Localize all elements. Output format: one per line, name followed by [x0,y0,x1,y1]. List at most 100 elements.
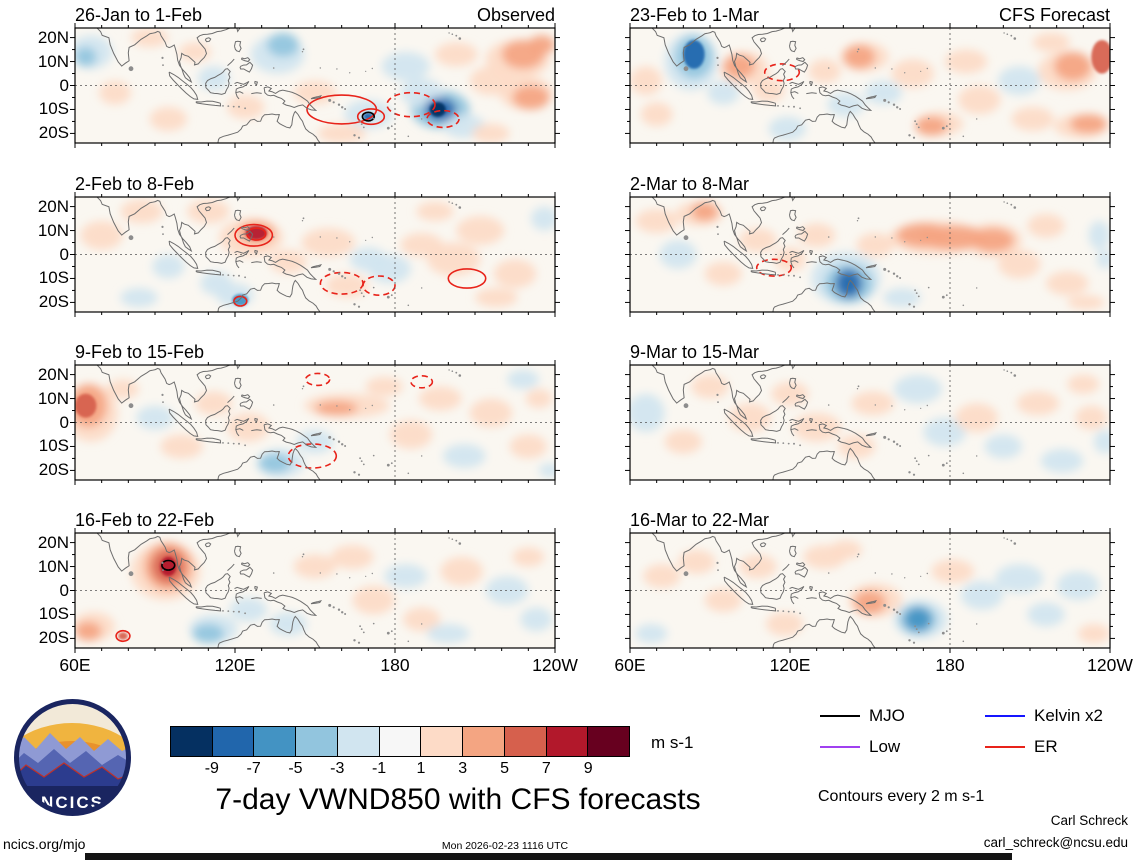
map-panel-2 [70,192,560,317]
author-credit: Carl Schreck [1050,813,1128,828]
map-canvas [70,192,560,317]
colorbar-cell [211,727,254,756]
panel-title: 2-Feb to 8-Feb [75,174,195,194]
y-axis-label: 20S [38,460,69,480]
colorbar-cell [545,727,588,756]
y-axis-label: 0 [59,580,69,600]
y-axis-label: 10S [38,604,69,624]
y-axis-label: 20S [38,292,69,312]
er-wave-contour [755,258,793,277]
er-wave-contour [234,223,274,247]
colorbar-cell [171,727,212,756]
legend-item-low: Low [820,737,900,757]
colorbar-cell [462,727,504,756]
legend-label-low: Low [869,737,901,756]
er-wave-contour [356,108,386,126]
map-panel-5 [625,23,1115,148]
colorbar-cell [587,727,630,756]
y-axis-label: 10N [37,556,69,576]
coastlines [651,197,1017,312]
x-axis-label: 180 [380,655,410,675]
logo-ridge-line [16,762,129,784]
map-canvas [70,23,560,148]
er-line-swatch [985,746,1025,748]
colorbar-cell [420,727,463,756]
y-axis-label: 10N [37,220,69,240]
x-axis-label: 120W [532,655,578,675]
bottom-bar [85,853,1012,860]
legend-item-kelvin: Kelvin x2 [985,706,1103,726]
panel-title: 9-Feb to 15-Feb [75,342,205,362]
er-wave-contour [447,268,487,289]
colorbar-tick: 7 [541,760,551,777]
y-axis-label: 10S [38,436,69,456]
figure-title: 7-day VWND850 with CFS forecasts [215,783,701,816]
er-wave-contour [426,109,460,129]
ncics-logo: NCICS [14,699,131,816]
y-axis-label: 20S [38,123,69,143]
generation-timestamp: Mon 2026-02-23 1116 UTC [441,840,569,852]
x-axis-label: 60E [614,655,646,675]
panel-title: 16-Feb to 22-Feb [75,510,215,530]
map-canvas [625,23,1115,148]
x-axis-label: 120E [769,655,811,675]
map-canvas [625,528,1115,653]
er-wave-contour [287,443,338,469]
coastlines [96,365,462,480]
panel-title: 16-Mar to 22-Mar [630,510,770,530]
x-axis-label: 120E [214,655,256,675]
column-heading: Observed [476,5,555,25]
map-panel-7 [625,360,1115,485]
legend-item-er: ER [985,737,1058,757]
site-url: ncics.org/mjo [3,836,86,852]
map-panel-6 [625,192,1115,317]
er-wave-contour [410,374,434,389]
y-axis-label: 20N [37,532,69,552]
y-axis-label: 0 [59,75,69,95]
colorbar-tick: -5 [288,760,303,777]
colorbar-tick: 9 [583,760,593,777]
y-axis-label: 20N [37,27,69,47]
y-axis-label: 10S [38,99,69,119]
mjo-wave-contour [161,559,176,571]
y-axis-label: 20N [37,196,69,216]
y-axis-label: 0 [59,244,69,264]
colorbar-tick: -9 [204,760,219,777]
colorbar-cell [378,727,421,756]
colorbar-tick: 1 [416,760,426,777]
colorbar-unit-label: m s-1 [651,733,694,752]
er-wave-contour [763,63,801,82]
coastlines [96,28,462,143]
colorbar-tick: 5 [500,760,509,777]
logo-text: NCICS [41,793,104,812]
mjo-wave-contour [361,111,375,122]
map-canvas [70,360,560,485]
coastlines [651,365,1017,480]
legend-label-mjo: MJO [869,706,905,725]
panel-title: 2-Mar to 8-Mar [630,174,750,194]
colorbar-tick: -1 [371,760,387,777]
colorbar-tick: -3 [330,760,345,777]
coastlines [651,28,1017,143]
colorbar-tick: 3 [458,760,468,777]
y-axis-label: 10N [37,388,69,408]
map-panel-3 [70,360,560,485]
colorbar-cell [503,727,546,756]
colorbar-cell [295,727,337,756]
panel-title: 23-Feb to 1-Mar [630,5,760,25]
er-wave-contour [233,295,248,307]
colorbar-tick: -7 [246,760,261,777]
colorbar-cell [336,727,379,756]
er-wave-contour [115,629,131,643]
legend-label-kelvin: Kelvin x2 [1034,706,1103,725]
map-canvas [625,360,1115,485]
low-line-swatch [820,746,860,748]
coastlines [651,533,1017,648]
contour-note: Contours every 2 m s-1 [818,788,985,805]
panel-title: 9-Mar to 15-Mar [630,342,760,362]
map-panel-4 [70,528,560,653]
kelvin-line-swatch [985,715,1025,717]
x-axis-label: 180 [935,655,965,675]
colorbar [170,726,630,757]
